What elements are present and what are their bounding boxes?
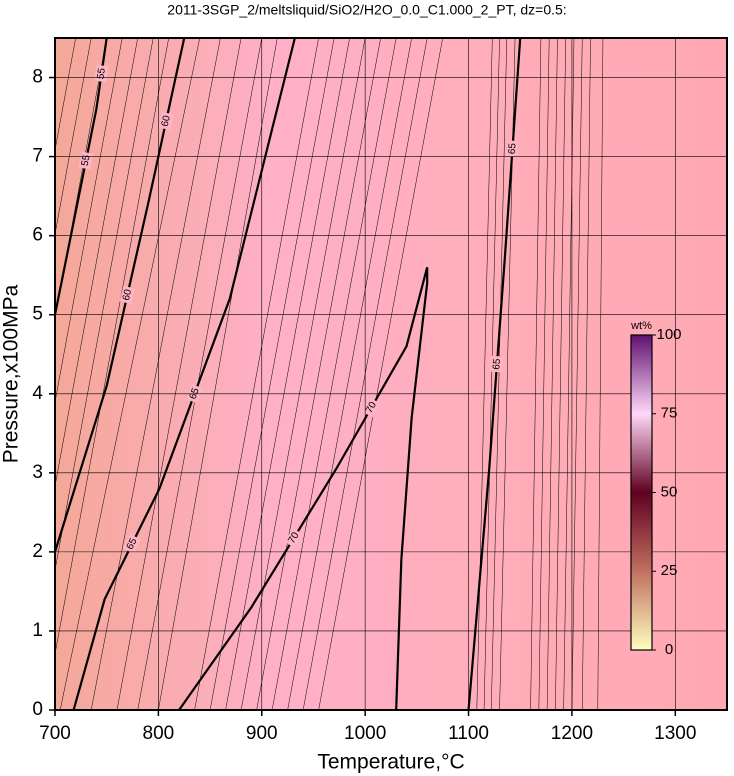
thin-contour [158, 38, 278, 710]
thin-contour [55, 38, 169, 656]
contour-label: 55 [80, 154, 93, 168]
contour-label-bg [119, 285, 135, 305]
thin-contour [59, 38, 200, 710]
y-tick-label: 0 [32, 699, 43, 720]
y-axis-label: Pressure,x100MPa [0, 284, 23, 463]
contour-label-bg [505, 140, 520, 158]
x-tick-label: 800 [143, 723, 175, 744]
contour-label-group: 65 [123, 534, 141, 554]
thin-contour [538, 38, 550, 710]
contour-label-bg [123, 534, 141, 554]
colorbar [630, 334, 653, 651]
thin-contour [563, 38, 575, 710]
contour-label: 65 [125, 536, 140, 551]
thin-contour [55, 38, 154, 572]
y-tick-label: 6 [32, 225, 43, 246]
contour-label-bg [284, 528, 304, 549]
y-tick-label: 1 [32, 620, 43, 641]
contour-label-group: 70 [284, 528, 304, 549]
plot-frame [54, 37, 728, 711]
thin-contour [555, 38, 566, 710]
thin-contour [194, 38, 319, 710]
contour-label-group: 60 [119, 285, 135, 305]
y-tick-label: 7 [32, 146, 43, 167]
colorbar-tick-label: 75 [661, 405, 678, 422]
y-tick-label: 3 [32, 462, 43, 483]
contour-label-group: 55 [94, 64, 109, 83]
contour-label: 70 [286, 530, 301, 546]
thin-contour [571, 38, 583, 710]
contour-label-bg [158, 111, 174, 131]
contour-label-bg [94, 64, 109, 83]
thin-contour [55, 38, 123, 404]
contour-label: 70 [364, 400, 379, 416]
contour-label-group: 55 [78, 151, 94, 170]
thin-contour [55, 38, 92, 236]
colorbar-label: wt% [630, 320, 652, 332]
x-axis-label: Temperature,°C [317, 751, 464, 774]
x-tick-label: 1100 [448, 723, 489, 744]
thin-contour [483, 38, 500, 710]
colorbar-tick-label: 0 [665, 641, 673, 658]
y-tick-label: 4 [32, 383, 43, 404]
thin-contour [55, 38, 107, 320]
x-tick-label: 700 [39, 723, 71, 744]
contour-label: 60 [160, 114, 173, 128]
contour-label: 55 [95, 67, 108, 80]
chart-title: 2011-3SGP_2/meltsliquid/SiO2/H2O_0.0_C1.… [167, 2, 566, 18]
contour-line [178, 266, 429, 710]
contour-line [72, 38, 296, 710]
contour-label-bg [78, 151, 94, 170]
contour-label-group: 70 [362, 397, 381, 418]
thin-contour [116, 38, 242, 710]
x-tick-label: 1200 [551, 723, 593, 744]
thin-contour [55, 38, 138, 488]
contour-label-bg [490, 355, 504, 373]
y-tick-label: 5 [32, 304, 43, 325]
thin-contour [256, 38, 381, 710]
x-tick-label: 1000 [344, 723, 386, 744]
x-tick-label: 1300 [654, 723, 696, 744]
thin-contour [287, 38, 412, 710]
thin-contour [597, 38, 604, 710]
contour-label-group: 65 [505, 140, 520, 158]
thin-contour [582, 38, 591, 710]
thin-contour [90, 38, 221, 710]
contour-label: 60 [121, 288, 134, 302]
contour-label: 65 [507, 142, 519, 154]
thin-contour [318, 38, 443, 710]
y-tick-label: 8 [32, 67, 43, 88]
colorbar-tick-label: 100 [656, 326, 681, 343]
contour-label: 65 [491, 358, 503, 370]
x-tick-label: 900 [246, 723, 278, 744]
contour-label-bg [362, 397, 381, 418]
thin-contour [546, 38, 558, 710]
thin-contour [476, 38, 493, 710]
colorbar-tick-label: 50 [661, 483, 678, 500]
colorbar-tick-label: 25 [661, 562, 678, 579]
thin-contour [209, 38, 335, 710]
y-tick-label: 2 [32, 541, 43, 562]
thin-contour [271, 38, 397, 710]
contour-label-group: 60 [158, 111, 174, 131]
thin-contour [225, 38, 350, 710]
thin-contour [491, 38, 508, 710]
thin-contour [530, 38, 542, 710]
contour-label-group: 65 [490, 355, 504, 373]
